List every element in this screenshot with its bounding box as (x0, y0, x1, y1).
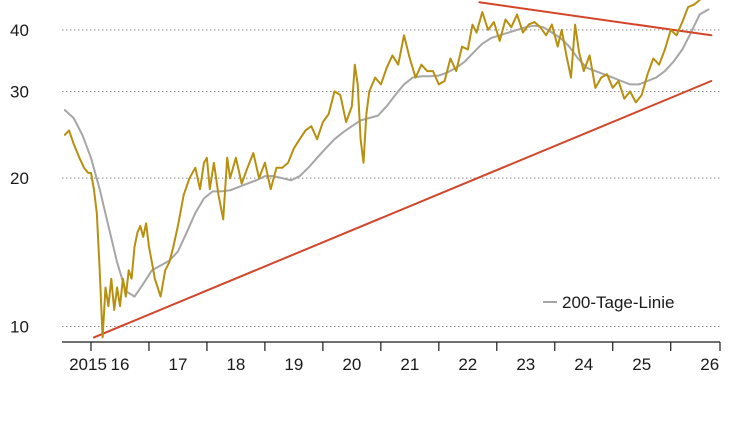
x-tick-label: 16 (111, 355, 130, 374)
x-tick-label: 18 (226, 355, 245, 374)
y-ticks: 10 20 30 40 (10, 21, 29, 337)
moving-average-series-line (63, 8, 710, 298)
x-tick-label: 25 (632, 355, 651, 374)
x-tick-label: 23 (516, 355, 535, 374)
x-tick-label: 21 (400, 355, 419, 374)
x-tick-label: 20 (342, 355, 361, 374)
x-tick-label: 26 (700, 355, 719, 374)
trend-line-series-line (92, 80, 713, 339)
legend-label: 200-Tage-Linie (562, 293, 674, 312)
legend: 200-Tage-Linie (543, 293, 674, 312)
x-tick-label: 17 (168, 355, 187, 374)
y-tick-label: 40 (10, 21, 29, 40)
gridlines (62, 29, 720, 327)
trend-line-series-line (478, 1, 713, 37)
x-tick-label: 22 (458, 355, 477, 374)
x-tick-label: 2015 (69, 355, 107, 374)
y-tick-label: 10 (10, 317, 29, 336)
x-tick-label: 19 (284, 355, 303, 374)
y-tick-label: 30 (10, 82, 29, 101)
y-tick-label: 20 (10, 169, 29, 188)
x-tick-label: 24 (574, 355, 593, 374)
series-layer (63, 0, 713, 339)
x-ticks: 2015 16 17 18 19 20 21 22 23 24 25 26 (69, 342, 721, 374)
price-series-line (63, 0, 701, 339)
